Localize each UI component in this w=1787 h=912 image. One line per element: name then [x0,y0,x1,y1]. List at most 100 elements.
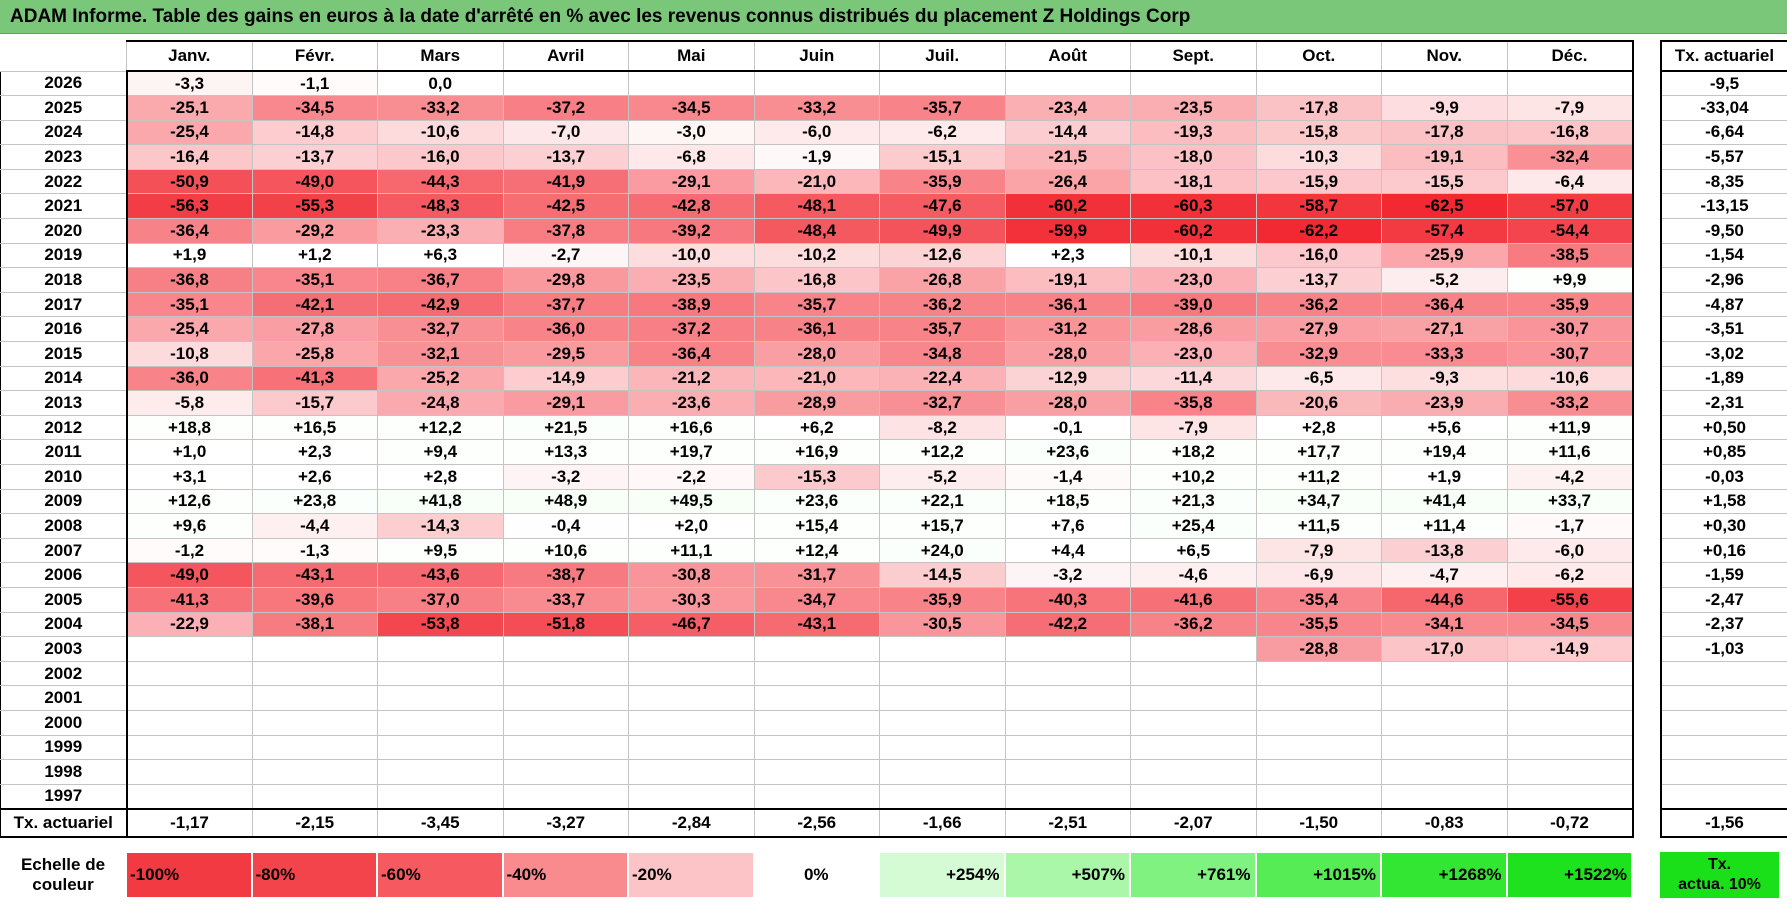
actuarial-rate-cell: -1,89 [1660,365,1787,392]
value-cell: +9,4 [377,439,504,465]
value-cell: -36,8 [126,267,253,293]
value-cell: -4,4 [251,513,378,539]
value-cell: +13,3 [502,439,629,465]
value-cell [1506,685,1634,711]
year-label: 2013 [0,390,128,416]
value-cell: 0,0 [377,70,504,97]
side-row: +0,50 [1660,414,1787,441]
value-cell [1004,709,1131,736]
month-header: Mars [377,40,504,72]
value-cell: +10,6 [502,537,629,564]
table-row: 2018 -36,8 -35,1 -36,7 -29,8 -23,5 -16,8 -26,8-… [0,267,1634,293]
value-cell: -40,3 [1004,586,1131,613]
value-cell: -6,0 [1506,537,1634,564]
value-cell: -16,8 [753,267,880,293]
value-cell: +22,1 [879,488,1006,515]
total-cell: -3,45 [377,807,504,838]
value-cell [1381,709,1508,736]
table-row: 2026 -3,3 -1,1 0,0 [0,70,1634,97]
value-cell: -5,2 [1381,267,1508,293]
value-cell: +16,6 [628,414,755,441]
value-cell [502,759,629,785]
value-cell: -37,0 [377,586,504,613]
value-cell [251,783,378,810]
value-cell: +11,2 [1255,464,1382,490]
value-cell [753,636,880,662]
value-cell [1130,660,1257,687]
value-cell: -35,9 [879,586,1006,613]
total-cell: -2,56 [753,807,880,838]
value-cell: -29,1 [502,390,629,416]
header-corner [0,41,127,71]
table-row: 2005 -41,3 -39,6 -37,0 -33,7 -30,3 -34,7 -35,9-… [0,586,1634,613]
value-cell: -36,4 [628,341,755,367]
value-cell: -57,4 [1381,218,1508,244]
value-cell: +16,9 [753,439,880,465]
value-cell: +3,1 [126,464,253,490]
value-cell: -56,3 [126,193,253,220]
value-cell: -1,1 [251,70,378,97]
value-cell: -37,7 [502,291,629,318]
table-row: 2010 +3,1 +2,6 +2,8 -3,2 -2,2 -15,3 -5,2 -1,4 +10… [0,464,1634,490]
actuarial-rate-cell: +1,58 [1660,488,1787,515]
table-row: 2013 -5,8 -15,7 -24,8 -29,1 -23,6 -28,9 -32,7 -2… [0,390,1634,416]
month-header: Janv. [126,40,253,72]
value-cell [377,783,504,810]
total-cell: -0,83 [1381,807,1508,838]
table-row: 2000 [0,709,1634,736]
value-cell [1004,685,1131,711]
value-cell [377,759,504,785]
value-cell: -39,2 [628,218,755,244]
value-cell: -50,9 [126,168,253,195]
value-cell [1255,709,1382,736]
year-label: 1999 [0,734,128,761]
color-scale-cell: +1522% [1506,852,1632,898]
total-cell: -1,50 [1255,807,1382,838]
value-cell: -24,8 [377,390,504,416]
table-row: 2006 -49,0 -43,1 -43,6 -38,7 -30,8 -31,7 -14,5-… [0,562,1634,588]
value-cell [1381,783,1508,810]
value-cell [879,685,1006,711]
value-cell: +10,2 [1130,464,1257,490]
value-cell: -19,3 [1130,119,1257,146]
value-cell: -35,9 [1506,291,1634,318]
value-cell: +1,2 [251,242,378,269]
value-cell: -25,2 [377,365,504,392]
value-cell: +4,4 [1004,537,1131,564]
year-label: 2002 [0,660,128,687]
value-cell [753,685,880,711]
total-cell: -2,51 [1004,807,1131,838]
value-cell: -37,2 [502,95,629,121]
value-cell: -25,4 [126,316,253,343]
value-cell: -54,4 [1506,218,1634,244]
value-cell: +11,6 [1506,439,1634,465]
value-cell: -19,1 [1004,267,1131,293]
value-cell: +6,5 [1130,537,1257,564]
value-cell: -32,7 [377,316,504,343]
value-cell: +12,4 [753,537,880,564]
side-row [1660,734,1787,761]
value-cell [879,734,1006,761]
value-cell [879,709,1006,736]
value-cell: -29,8 [502,267,629,293]
total-actuarial-rate: -1,56 [1660,807,1787,838]
value-cell: -27,9 [1255,316,1382,343]
value-cell [502,660,629,687]
value-cell: -2,7 [502,242,629,269]
value-cell: -48,4 [753,218,880,244]
value-cell: -23,4 [1004,95,1131,121]
value-cell: -42,9 [377,291,504,318]
value-cell: -1,4 [1004,464,1131,490]
report-title: ADAM Informe. Table des gains en euros à… [0,0,1787,34]
value-cell: -3,2 [502,464,629,490]
side-row: -2,96 [1660,267,1787,293]
value-cell: -5,8 [126,390,253,416]
value-cell: -36,4 [126,218,253,244]
value-cell: +6,3 [377,242,504,269]
actuarial-rate-cell: -1,54 [1660,242,1787,269]
value-cell: -0,1 [1004,414,1131,441]
actuarial-rate-cell: -9,5 [1660,70,1787,97]
side-row [1660,759,1787,785]
table-row: 1999 [0,734,1634,761]
value-cell: -36,7 [377,267,504,293]
